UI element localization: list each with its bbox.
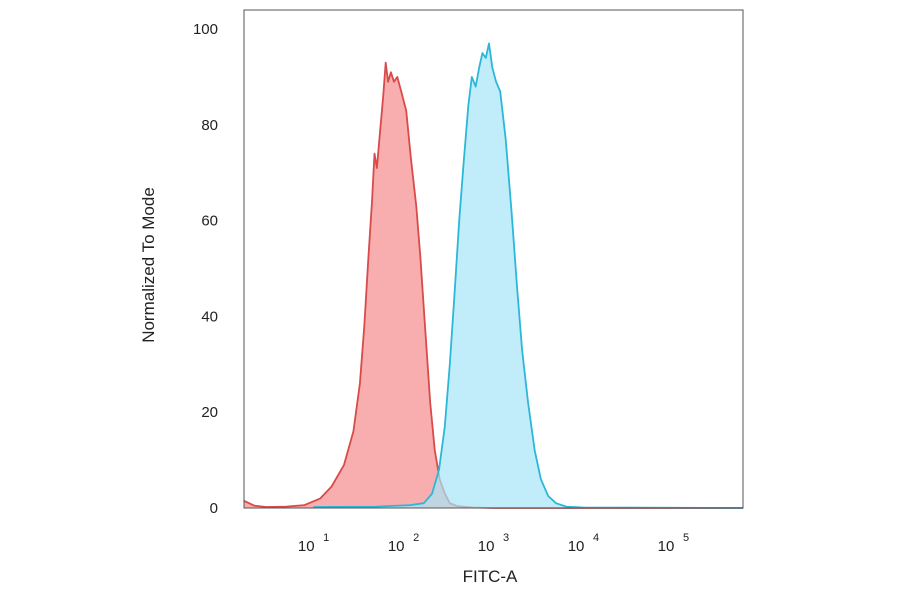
x-tick-label: 10	[478, 538, 495, 555]
x-tick-exponent: 3	[503, 532, 509, 544]
histogram-1-fill	[244, 62, 743, 508]
x-tick-exponent: 4	[593, 532, 599, 544]
x-tick-label: 10	[388, 538, 405, 555]
y-tick-label: 0	[210, 500, 218, 517]
x-tick-label: 10	[658, 538, 675, 555]
histogram-2-fill	[313, 43, 743, 508]
x-tick-exponent: 5	[683, 532, 689, 544]
y-tick-label: 80	[201, 117, 218, 134]
y-tick-label: 40	[201, 308, 218, 325]
x-axis-title: FITC-A	[463, 567, 518, 586]
plot-frame	[243, 9, 744, 509]
x-tick-exponent: 2	[413, 532, 419, 544]
histogram-2-line	[313, 42, 744, 509]
y-tick-label: 20	[201, 404, 218, 421]
x-tick-label: 10	[298, 538, 315, 555]
y-tick-label: 60	[201, 213, 218, 230]
x-tick-exponent: 1	[323, 532, 329, 544]
x-tick-label: 10	[568, 538, 585, 555]
y-tick-label: 100	[193, 21, 218, 38]
y-axis-title: Normalized To Mode	[139, 187, 158, 343]
